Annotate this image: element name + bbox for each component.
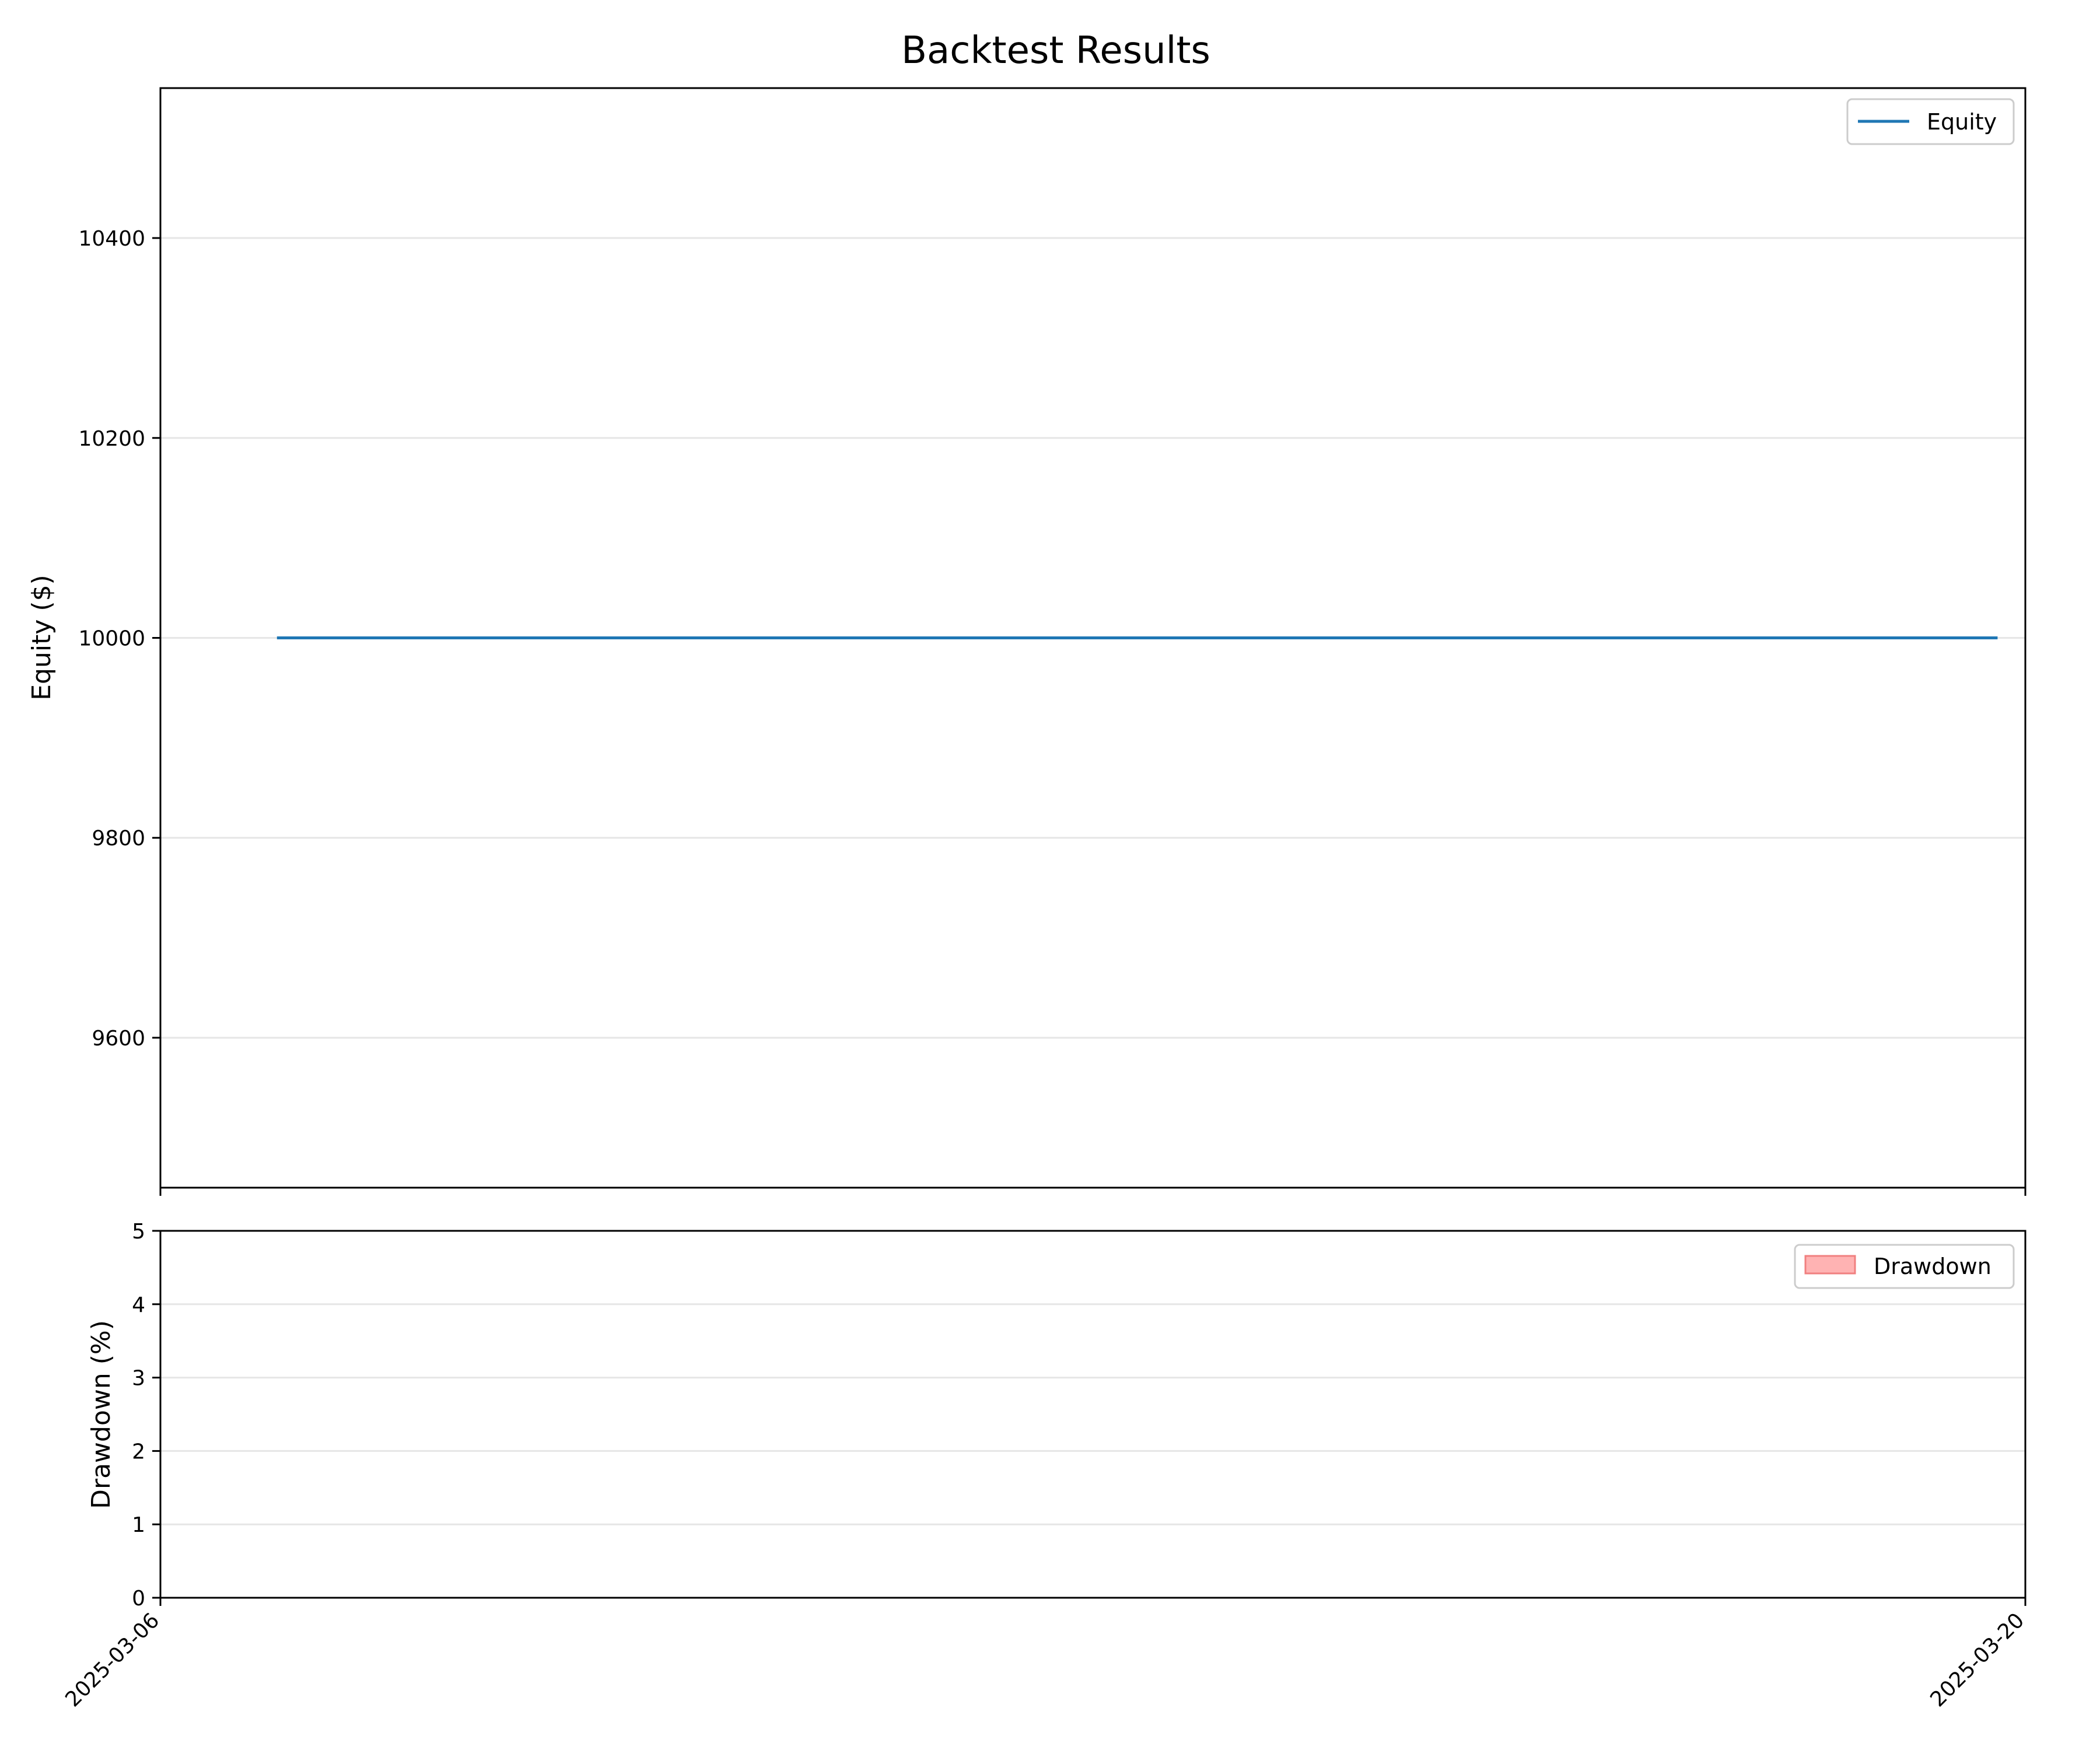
equity-y-tick-label: 10000 (78, 627, 145, 651)
equity-y-tick-label: 10400 (78, 227, 145, 251)
chart-title: Backtest Results (901, 29, 1210, 72)
equity-legend-label: Equity (1927, 109, 1997, 135)
equity-legend-box (1846, 98, 2015, 145)
drawdown-axes-frame (159, 1230, 2027, 1599)
drawdown-y-tick-label: 3 (132, 1367, 145, 1391)
drawdown-y-tick-label: 2 (132, 1440, 145, 1464)
drawdown-y-ticks: 0 1 2 3 4 5 (132, 1220, 160, 1611)
equity-y-ticks: 9600 9800 10000 10200 10400 (78, 227, 160, 1051)
equity-y-tick-label: 10200 (78, 427, 145, 451)
equity-y-tick-label: 9600 (92, 1027, 145, 1051)
drawdown-y-tick-label: 0 (132, 1587, 145, 1611)
equity-y-axis-label: Equity ($) (27, 575, 57, 700)
equity-panel: 9600 9800 10000 10200 10400 Equity ($) Equit… (27, 87, 2027, 1196)
equity-axes-frame (159, 87, 2027, 1189)
drawdown-y-tick-label: 5 (132, 1220, 145, 1244)
drawdown-legend-swatch (1804, 1255, 1856, 1275)
equity-y-tick-label: 9800 (92, 827, 145, 850)
drawdown-y-tick-label: 1 (132, 1513, 145, 1537)
equity-legend: Equity (1846, 98, 2015, 145)
drawdown-legend: Drawdown (1794, 1244, 2015, 1289)
drawdown-y-tick-label: 4 (132, 1293, 145, 1317)
drawdown-y-axis-label: Drawdown (%) (86, 1320, 116, 1509)
drawdown-legend-label: Drawdown (1874, 1254, 1992, 1279)
